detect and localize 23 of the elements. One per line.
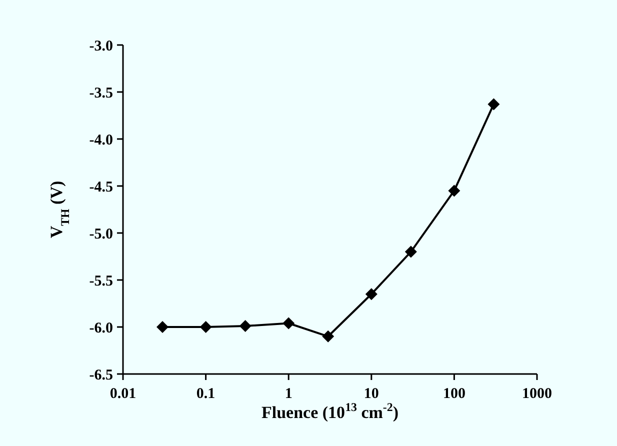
x-tick-label: 10 (364, 386, 379, 402)
y-tick-label: -4.5 (89, 179, 113, 196)
x-tick-label: 0.1 (196, 386, 216, 402)
y-tick-label: -3.0 (89, 38, 113, 54)
x-axis-title: Fluence (10$^{13}$ cm$^{-2}$) (261, 400, 399, 422)
x-tick-label: 0.01 (110, 386, 136, 402)
y-tick-label: -3.5 (89, 85, 113, 102)
y-tick-label: -6.0 (89, 320, 113, 336)
point (156, 321, 169, 333)
y-tick-label: -6.5 (89, 367, 113, 384)
point (322, 330, 334, 342)
x-tick-label: 100 (442, 386, 466, 402)
x-tick-label: 1000 (522, 386, 552, 402)
point (365, 288, 378, 300)
y-tick-label: -5.0 (89, 226, 113, 242)
x-tick-label: 1 (284, 386, 292, 402)
point (239, 320, 252, 332)
point (404, 246, 417, 258)
point (200, 321, 212, 333)
y-tick-label: -5.5 (89, 273, 113, 290)
y-tick-label: -4.0 (89, 132, 113, 148)
point (282, 317, 295, 330)
point (488, 98, 500, 110)
